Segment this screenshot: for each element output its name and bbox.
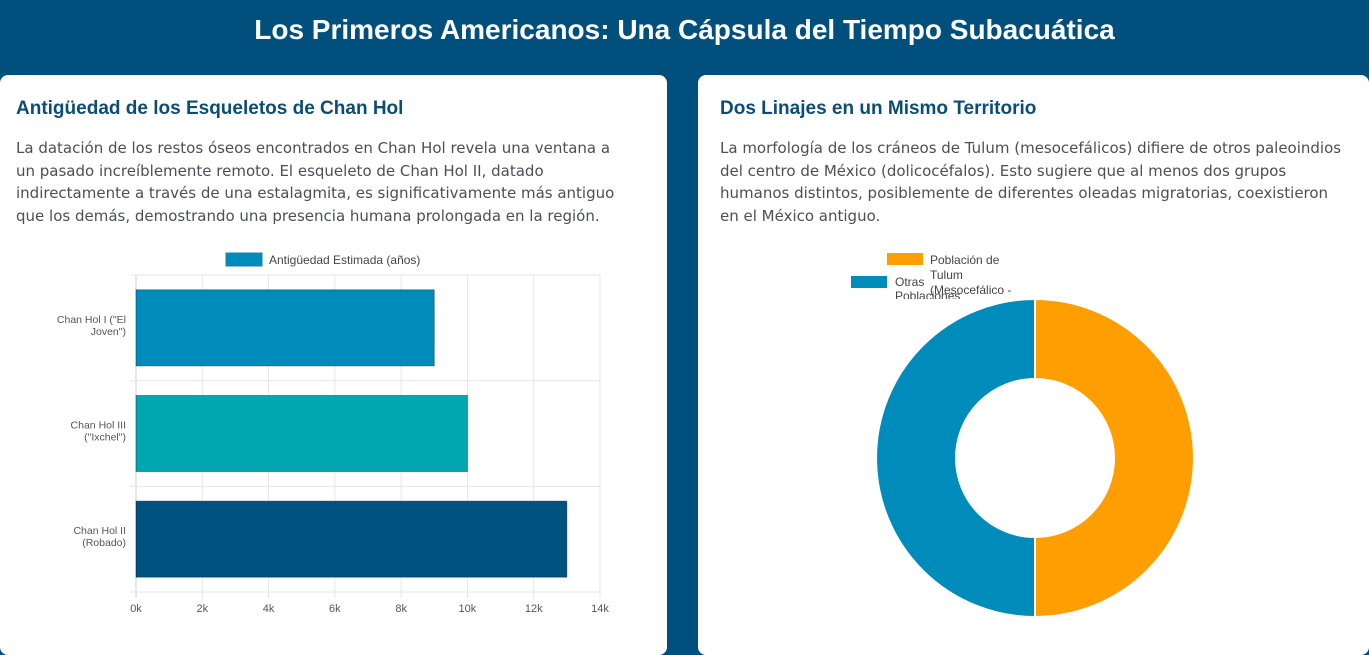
bar [135, 500, 568, 578]
category-label: (Robado) [82, 537, 126, 549]
legend-label: Tulum [930, 268, 963, 282]
category-label: Chan Hol III [71, 420, 126, 432]
legend-swatch [851, 276, 887, 288]
bar [135, 289, 435, 367]
lineages-heading: Dos Linajes en un Mismo Territorio [720, 98, 1037, 119]
legend-label: Antigüedad Estimada (años) [269, 253, 420, 267]
category-label: ("Ixchel") [84, 432, 126, 444]
donut-slice [875, 297, 1036, 619]
category-label: Chan Hol II [73, 525, 126, 537]
x-tick-label: 10k [459, 603, 477, 615]
x-tick-label: 8k [395, 603, 407, 615]
x-tick-label: 12k [525, 603, 543, 615]
x-tick-label: 14k [591, 603, 609, 615]
category-label: Joven") [91, 326, 126, 338]
x-tick-label: 0k [130, 603, 142, 615]
antiquity-heading: Antigüedad de los Esqueletos de Chan Hol [16, 98, 404, 119]
antiquity-bar-chart: Antigüedad Estimada (años) 0k 2k 4k 6k 8k 10k 1… [57, 252, 609, 615]
legend-swatch [887, 253, 923, 265]
lineages-description: La morfología de los cráneos de Tulum (m… [720, 139, 1342, 226]
x-tick-label: 6k [329, 603, 341, 615]
lineages-card: Dos Linajes en un Mismo Territorio La mo… [698, 75, 1369, 655]
legend-swatch [225, 252, 263, 267]
x-tick-label: 4k [263, 603, 275, 615]
antiquity-card: Antigüedad de los Esqueletos de Chan Hol… [0, 75, 667, 655]
legend-label: Otras [895, 275, 924, 289]
legend-label: (Mesocefálico - [930, 283, 1011, 297]
x-tick-label: 2k [196, 603, 208, 615]
bar-chart-legend: Antigüedad Estimada (años) [225, 252, 420, 267]
antiquity-description: La datación de los restos óseos encontra… [16, 139, 615, 226]
bar [135, 394, 468, 473]
legend-label: Poblaciones [895, 289, 960, 303]
category-label: Chan Hol I ("El [57, 314, 126, 326]
legend-label: Población de [930, 253, 1000, 267]
donut-slice [1034, 297, 1195, 619]
y-gridlines [130, 274, 600, 593]
page-header: Los Primeros Americanos: Una Cápsula del… [0, 0, 1369, 60]
page-title: Los Primeros Americanos: Una Cápsula del… [254, 14, 1115, 45]
